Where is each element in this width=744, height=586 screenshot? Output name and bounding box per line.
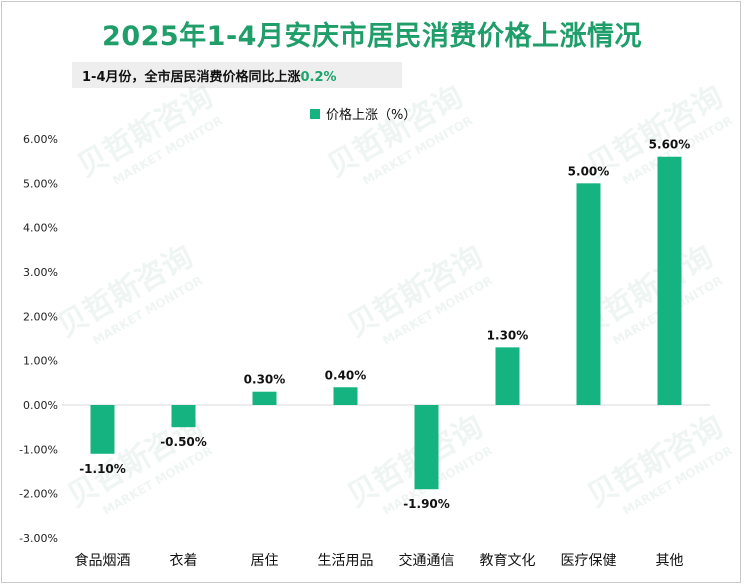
subtitle-background [72,62,402,88]
x-tick-label: 衣着 [170,553,198,569]
x-tick-label: 医疗保健 [561,553,617,569]
bar [171,405,196,428]
y-tick-label: 0.00% [23,399,58,412]
data-label: 0.30% [244,373,286,387]
bar [495,347,520,405]
chart-subtitle: 1-4月份，全市居民消费价格同比上涨0.2% [82,66,337,85]
x-tick-label: 生活用品 [318,553,374,569]
y-tick-label: 6.00% [23,133,58,146]
bar [333,387,358,405]
bar [90,405,115,454]
subtitle-highlight: 0.2% [300,70,337,85]
data-label: -1.90% [403,497,450,511]
x-tick-label: 居住 [251,553,279,569]
bar [414,405,439,490]
data-label: -1.10% [79,462,126,476]
y-tick-label: 1.00% [23,355,58,368]
x-tick-label: 其他 [656,553,684,569]
bar [252,391,277,405]
chart-title: 2025年1-4月安庆市居民消费价格上涨情况 [102,21,642,52]
legend-label: 价格上涨（%） [326,107,416,123]
y-tick-label: 3.00% [23,266,58,279]
subtitle-text: 1-4月份，全市居民消费价格同比上涨 [82,70,301,85]
bar [657,156,682,405]
y-tick-label: 4.00% [23,222,58,235]
data-label: 0.40% [325,368,367,382]
y-tick-label: -1.00% [19,443,58,456]
data-label: 5.60% [649,138,691,152]
y-tick-label: -3.00% [19,532,58,545]
x-tick-label: 食品烟酒 [75,552,131,569]
data-label: -0.50% [160,435,207,449]
x-tick-label: 教育文化 [480,553,536,569]
legend-swatch [310,109,320,119]
data-label: 5.00% [568,164,610,178]
y-tick-label: 5.00% [23,177,58,190]
x-tick-label: 交通通信 [399,552,455,569]
y-tick-label: 2.00% [23,310,58,323]
bar [576,183,601,405]
data-label: 1.30% [487,328,529,342]
y-tick-label: -2.00% [19,488,58,501]
